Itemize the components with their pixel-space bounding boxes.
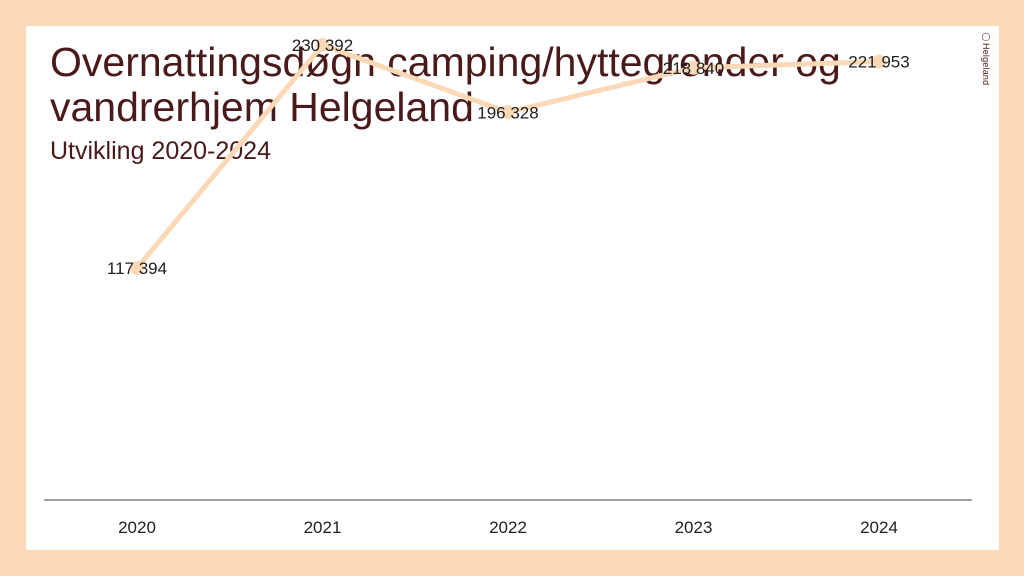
data-label-2020: 117 394 [107, 259, 167, 278]
logo-text: Helgeland [981, 43, 991, 86]
series-line [134, 42, 882, 271]
x-tick-2021: 2021 [304, 518, 342, 537]
x-tick-labels: 2020 2021 2022 2023 2024 [118, 518, 898, 537]
data-point-2023 [686, 60, 701, 75]
data-point-2022 [501, 105, 515, 120]
line-chart: 117 394 230 392 196 328 218 840 221 953 2020… [44, 36, 972, 537]
helgeland-logo-icon: ◯ [981, 32, 991, 42]
page-title: Overnattingsdøgn camping/hyttegrender og… [50, 39, 841, 130]
data-label-2023: 218 840 [663, 59, 724, 78]
data-point-2020 [130, 261, 144, 276]
data-point-2021 [315, 38, 330, 52]
x-tick-2024: 2024 [860, 518, 898, 537]
data-label-2024: 221 953 [848, 53, 909, 72]
helgeland-logo: ◯ Helgeland [981, 32, 991, 86]
data-point-2024 [872, 54, 886, 69]
data-points [130, 38, 886, 276]
x-tick-2020: 2020 [118, 518, 156, 537]
slide: Overnattingsdøgn camping/hyttegrender og… [26, 26, 999, 550]
data-labels: 117 394 230 392 196 328 218 840 221 953 [107, 36, 910, 278]
data-label-2022: 196 328 [477, 103, 538, 122]
x-tick-2023: 2023 [675, 518, 713, 537]
data-label-2021: 230 392 [292, 36, 353, 55]
x-tick-2022: 2022 [489, 518, 527, 537]
